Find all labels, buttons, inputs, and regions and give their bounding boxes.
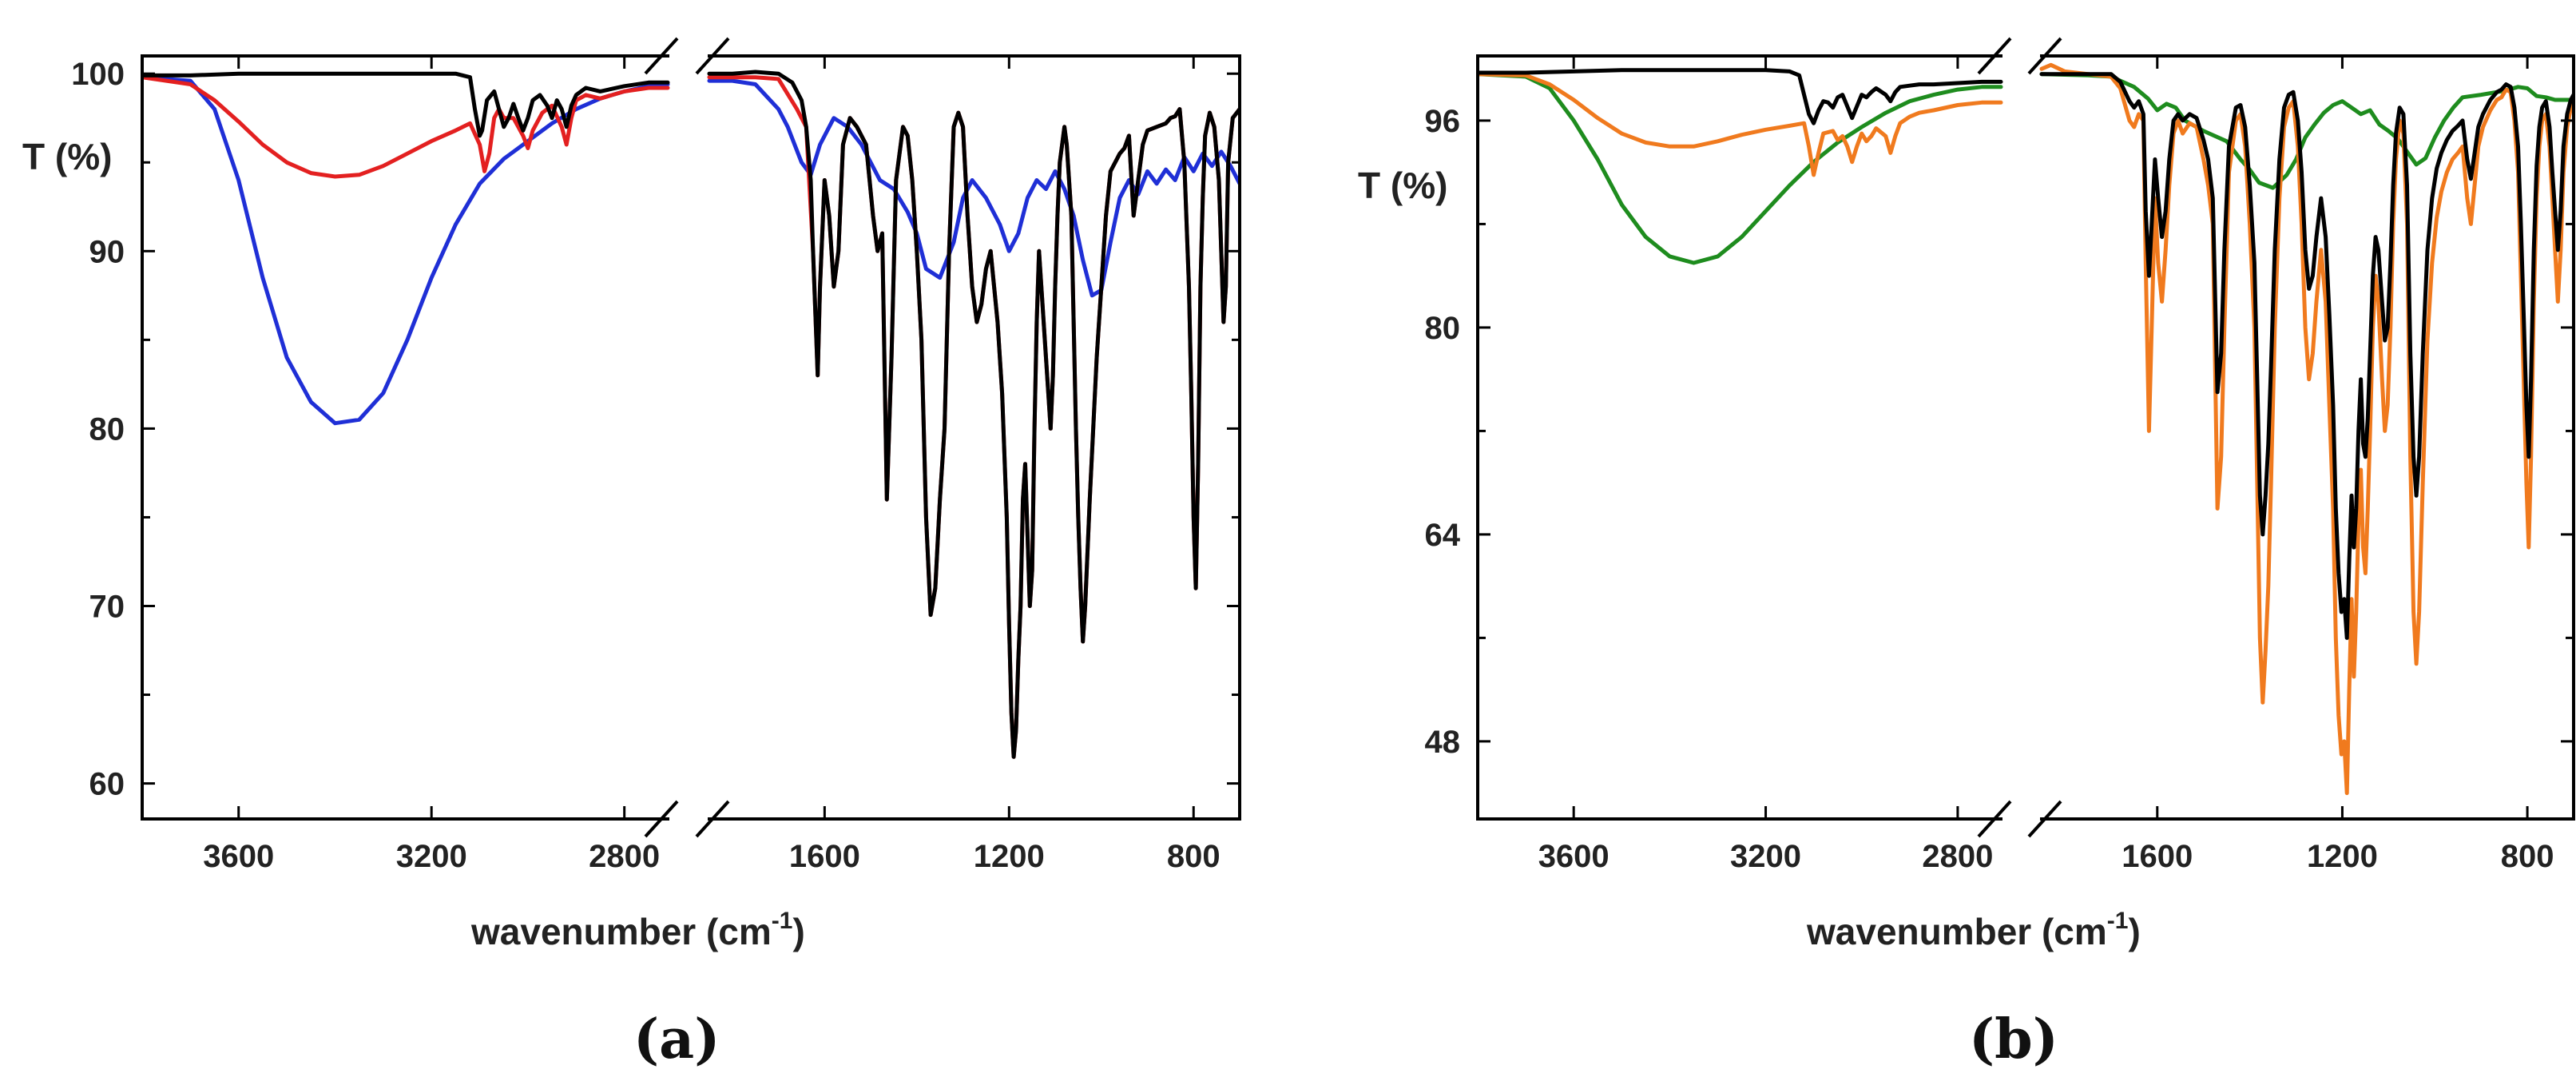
panel-b-label: (b) <box>1969 1008 2058 1071</box>
panel-b-x-tick-label: 2800 <box>1922 839 1993 874</box>
panel-b-ticks <box>1478 56 2574 819</box>
panel-a-x-tick-label: 1600 <box>789 839 860 874</box>
panel-a-x-tick-label: 3600 <box>203 839 274 874</box>
panel-b-series-group <box>1478 62 2574 796</box>
panel-b-series-orange-segment-1 <box>1478 72 2003 177</box>
panel-b-y-axis-label: T (%) <box>1358 165 1447 206</box>
panel-b-series-black-segment-1 <box>1478 68 2003 125</box>
panel-a-series-black-segment-1 <box>142 71 670 138</box>
panel-a-frame <box>141 37 1241 838</box>
panel-a-y-tick-label: 80 <box>89 411 125 447</box>
panel-a-series-group <box>142 70 1240 759</box>
panel-a-x-axis-label-end: ) <box>792 911 804 952</box>
panel-a-axis-break-gap <box>669 51 708 61</box>
panel-b-x-axis-label-main: wavenumber (cm <box>1806 911 2107 952</box>
panel-b-tick-labels: 3600 3200 2800 1600 1200 800 96 80 64 48 <box>1425 104 2554 874</box>
panel-b-axis-break-mark <box>1977 37 2012 75</box>
panel-a-axis-break-mark <box>695 37 730 75</box>
panel-a-axis-break-mark <box>695 800 730 838</box>
panel-b-series-black-segment-2 <box>2039 72 2574 640</box>
panel-a-axis-break-mark <box>644 800 679 838</box>
panel-b-y-tick-label: 80 <box>1425 311 1461 346</box>
panel-b-axis-break-gap <box>2002 814 2040 824</box>
panel-a-y-tick-label: 60 <box>89 767 125 802</box>
panel-b-frame <box>1476 37 2575 838</box>
panel-b-x-tick-label: 3200 <box>1730 839 1801 874</box>
panel-b-axis-break-mark <box>1977 800 2012 838</box>
panel-a-x-tick-label: 1200 <box>974 839 1045 874</box>
panel-b-axis-break-gap <box>2002 51 2040 61</box>
panel-b-x-tick-label: 3600 <box>1538 839 1610 874</box>
panel-a-x-tick-label: 800 <box>1167 839 1221 874</box>
panel-a-axis-break-mark <box>644 37 679 75</box>
panel-b-y-tick-label: 64 <box>1425 518 1461 553</box>
panel-a-y-axis-label: T (%) <box>22 136 112 177</box>
panel-b-axis-break-mark <box>2027 800 2062 838</box>
panel-a-x-axis-label: wavenumber (cm-1) <box>470 908 805 952</box>
panel-b-axis-break-mark <box>2027 37 2062 75</box>
panel-a-ticks <box>142 56 1240 819</box>
panel-a-y-tick-label: 100 <box>71 57 125 92</box>
panel-a: 3600 3200 2800 1600 1200 800 100 90 80 70 60 T (%)… <box>22 37 1241 1071</box>
panel-a-axis-break-gap <box>669 814 708 824</box>
panel-a-tick-labels: 3600 3200 2800 1600 1200 800 100 90 80 70 60 <box>71 57 1220 874</box>
panel-a-label: (a) <box>633 1008 720 1071</box>
panel-a-series-black-segment-2 <box>707 70 1240 759</box>
panel-b-x-axis-label: wavenumber (cm-1) <box>1806 908 2141 952</box>
panel-a-x-axis-label-superscript: -1 <box>772 908 793 934</box>
panel-b-series-green-segment-1 <box>1478 72 2003 265</box>
panel-b: 3600 3200 2800 1600 1200 800 96 80 64 48 T (%) wa… <box>1358 37 2575 1071</box>
panel-b-x-tick-label: 1200 <box>2307 839 2378 874</box>
panel-a-x-tick-label: 3200 <box>396 839 467 874</box>
panel-a-series-blue-segment-2 <box>707 78 1240 298</box>
panel-a-x-axis-label-main: wavenumber (cm <box>470 911 772 952</box>
panel-b-y-tick-label: 48 <box>1425 725 1461 760</box>
panel-a-y-tick-label: 70 <box>89 589 125 624</box>
panel-b-y-tick-label: 96 <box>1425 104 1461 139</box>
panel-a-y-tick-label: 90 <box>89 234 125 269</box>
panel-b-x-tick-label: 800 <box>2501 839 2554 874</box>
panel-b-x-axis-label-superscript: -1 <box>2107 908 2129 934</box>
panel-a-x-tick-label: 2800 <box>589 839 660 874</box>
panel-a-series-red-segment-1 <box>142 75 670 179</box>
panel-b-x-axis-label-end: ) <box>2128 911 2140 952</box>
panel-a-series-blue-segment-1 <box>142 75 670 426</box>
panel-b-series-orange-segment-2 <box>2039 62 2574 796</box>
panel-b-x-tick-label: 1600 <box>2122 839 2193 874</box>
